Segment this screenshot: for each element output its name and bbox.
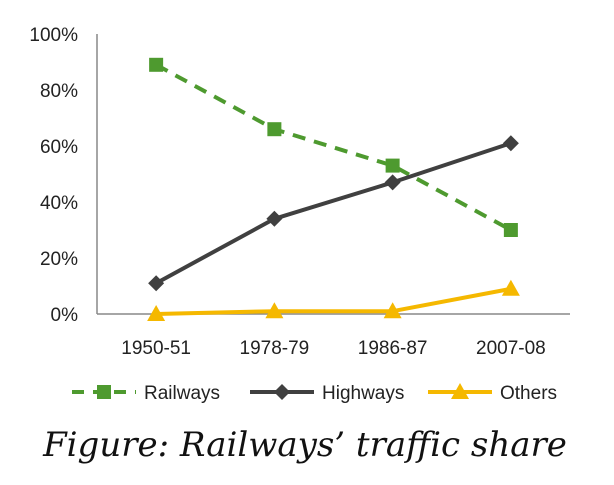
- y-tick-label: 60%: [40, 137, 78, 158]
- legend-marker-others: [451, 383, 469, 399]
- series-others: [147, 279, 520, 321]
- data-point-railways: [503, 223, 518, 237]
- series-line-railways: [155, 63, 512, 232]
- y-tick-label: 80%: [40, 81, 78, 102]
- series-line-others: [156, 286, 512, 316]
- chart-legend: Railways Highways Others: [72, 383, 557, 404]
- series-highways: [148, 135, 519, 292]
- legend-marker-highways: [274, 384, 290, 400]
- data-point-railways: [267, 122, 282, 137]
- x-tick-label: 1950-51: [121, 338, 191, 359]
- y-tick-label: 20%: [40, 249, 78, 270]
- x-tick-label: 2007-08: [476, 338, 546, 359]
- legend-label-others: Others: [500, 383, 557, 404]
- series-line-highways: [155, 141, 512, 285]
- x-tick-label: 1978-79: [240, 338, 310, 359]
- y-tick-label: 100%: [29, 25, 78, 46]
- chart-axes: [96, 34, 570, 315]
- data-point-others: [501, 279, 520, 296]
- y-tick-label: 40%: [40, 193, 78, 214]
- y-axis-ticks: 0% 20% 40% 60% 80% 100%: [29, 25, 78, 326]
- data-point-others: [147, 305, 166, 321]
- y-tick-label: 0%: [51, 305, 79, 326]
- legend-item-highways: Highways: [250, 383, 404, 404]
- legend-marker-railways: [97, 385, 111, 399]
- data-point-railways: [149, 57, 164, 72]
- figure-caption: Figure: Railways’ traffic share: [42, 425, 567, 465]
- data-point-highways: [384, 174, 401, 191]
- legend-item-railways: Railways: [72, 383, 220, 404]
- legend-label-railways: Railways: [144, 383, 220, 404]
- data-point-railways: [385, 158, 400, 173]
- legend-item-others: Others: [428, 383, 557, 404]
- series-railways: [149, 57, 518, 237]
- data-point-highways: [148, 275, 165, 292]
- chart-series: [147, 57, 520, 321]
- data-point-highways: [266, 210, 283, 227]
- data-point-others: [265, 302, 284, 319]
- data-point-others: [383, 302, 402, 319]
- data-point-highways: [502, 135, 519, 152]
- x-tick-label: 1986-87: [358, 338, 428, 359]
- legend-label-highways: Highways: [322, 383, 404, 404]
- x-axis-ticks: 1950-51 1978-79 1986-87 2007-08: [121, 338, 545, 359]
